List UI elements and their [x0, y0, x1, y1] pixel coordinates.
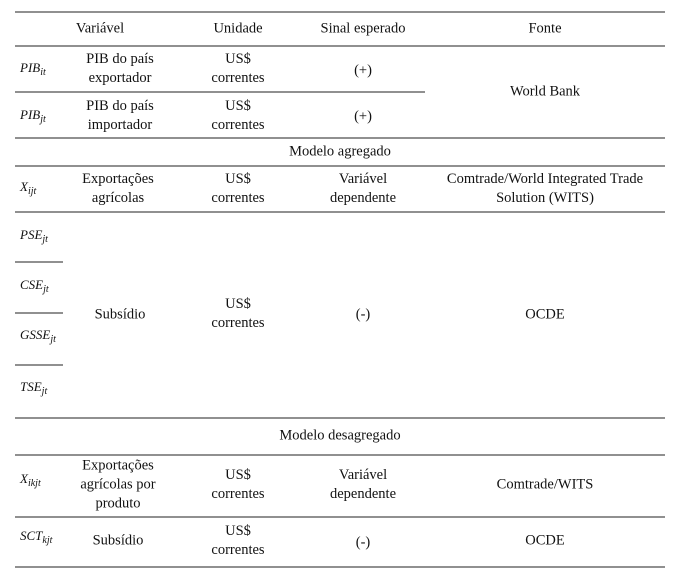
unit: US$ — [225, 467, 251, 483]
unit: correntes — [211, 486, 264, 502]
expected-sign: (+) — [354, 108, 372, 124]
expected-sign: Variável — [339, 467, 387, 483]
symbol-subscript: ikjt — [28, 478, 41, 489]
symbol-base: X — [19, 179, 29, 194]
symbol-subscript: ijt — [28, 186, 37, 197]
source: Solution (WITS) — [496, 190, 594, 206]
variable-symbol: PSEjt — [19, 227, 48, 245]
expected-sign: dependente — [330, 486, 396, 502]
expected-sign: dependente — [330, 190, 396, 206]
symbol-subscript: it — [40, 67, 46, 78]
unit: correntes — [211, 190, 264, 206]
variable-symbol: Xijt — [19, 179, 37, 197]
variable-symbol: TSEjt — [20, 379, 47, 397]
symbol-base: PIB — [19, 60, 40, 75]
variable-name: agrícolas — [92, 190, 145, 206]
unit: correntes — [211, 315, 264, 331]
unit: correntes — [211, 117, 264, 133]
variable-name: agrícolas por — [80, 476, 155, 492]
variable-name: produto — [95, 495, 140, 511]
variable-symbol: PIBit — [19, 60, 46, 78]
unit: US$ — [225, 296, 251, 312]
expected-sign: Variável — [339, 171, 387, 187]
symbol-base: PSE — [19, 227, 42, 242]
source: OCDE — [525, 532, 565, 548]
symbol-subscript: jt — [40, 234, 48, 245]
column-header: Unidade — [213, 20, 262, 36]
symbol-base: PIB — [19, 107, 40, 122]
source: OCDE — [525, 306, 565, 322]
variable-name: Subsídio — [93, 532, 144, 548]
expected-sign: (-) — [356, 534, 371, 550]
variable-name: exportador — [89, 70, 152, 86]
section-title: Modelo desagregado — [279, 427, 400, 443]
variable-symbol: Xikjt — [19, 471, 41, 489]
rules — [15, 11, 665, 568]
cells: Variável Unidade Sinal esperado FontePIBitP… — [19, 20, 643, 558]
section-title: Modelo agregado — [289, 143, 391, 159]
expected-sign: (+) — [354, 62, 372, 78]
source: World Bank — [510, 83, 581, 99]
unit: US$ — [225, 171, 251, 187]
expected-sign: (-) — [356, 306, 371, 322]
symbol-subscript: jt — [41, 284, 49, 295]
variable-name: Exportações — [82, 171, 154, 187]
symbol-subscript: jt — [38, 114, 46, 125]
source: Comtrade/WITS — [497, 476, 594, 492]
variable-symbol: CSEjt — [20, 277, 49, 295]
variable-name: importador — [88, 117, 153, 133]
unit: correntes — [211, 542, 264, 558]
variable-name: PIB do país — [86, 98, 154, 114]
column-header: Fonte — [528, 20, 561, 36]
unit: US$ — [225, 98, 251, 114]
unit: US$ — [225, 51, 251, 67]
column-header: Variável — [76, 20, 124, 36]
variable-symbol: GSSEjt — [20, 327, 56, 345]
column-header: Sinal esperado — [321, 20, 406, 36]
symbol-base: X — [19, 471, 29, 486]
source: Comtrade/World Integrated Trade — [447, 171, 643, 187]
variable-name: Exportações — [82, 457, 154, 473]
symbol-subscript: kjt — [42, 535, 52, 546]
unit: correntes — [211, 70, 264, 86]
symbol-base: TSE — [20, 379, 42, 394]
variable-symbol: PIBjt — [19, 107, 46, 125]
symbol-base: SCT — [20, 528, 43, 543]
symbol-subscript: jt — [40, 386, 48, 397]
variable-symbol: SCTkjt — [20, 528, 53, 546]
symbol-base: GSSE — [20, 327, 50, 342]
unit: US$ — [225, 523, 251, 539]
variable-name: Subsídio — [95, 306, 146, 322]
symbol-base: CSE — [20, 277, 43, 292]
variable-name: PIB do país — [86, 51, 154, 67]
symbol-subscript: jt — [48, 334, 56, 345]
